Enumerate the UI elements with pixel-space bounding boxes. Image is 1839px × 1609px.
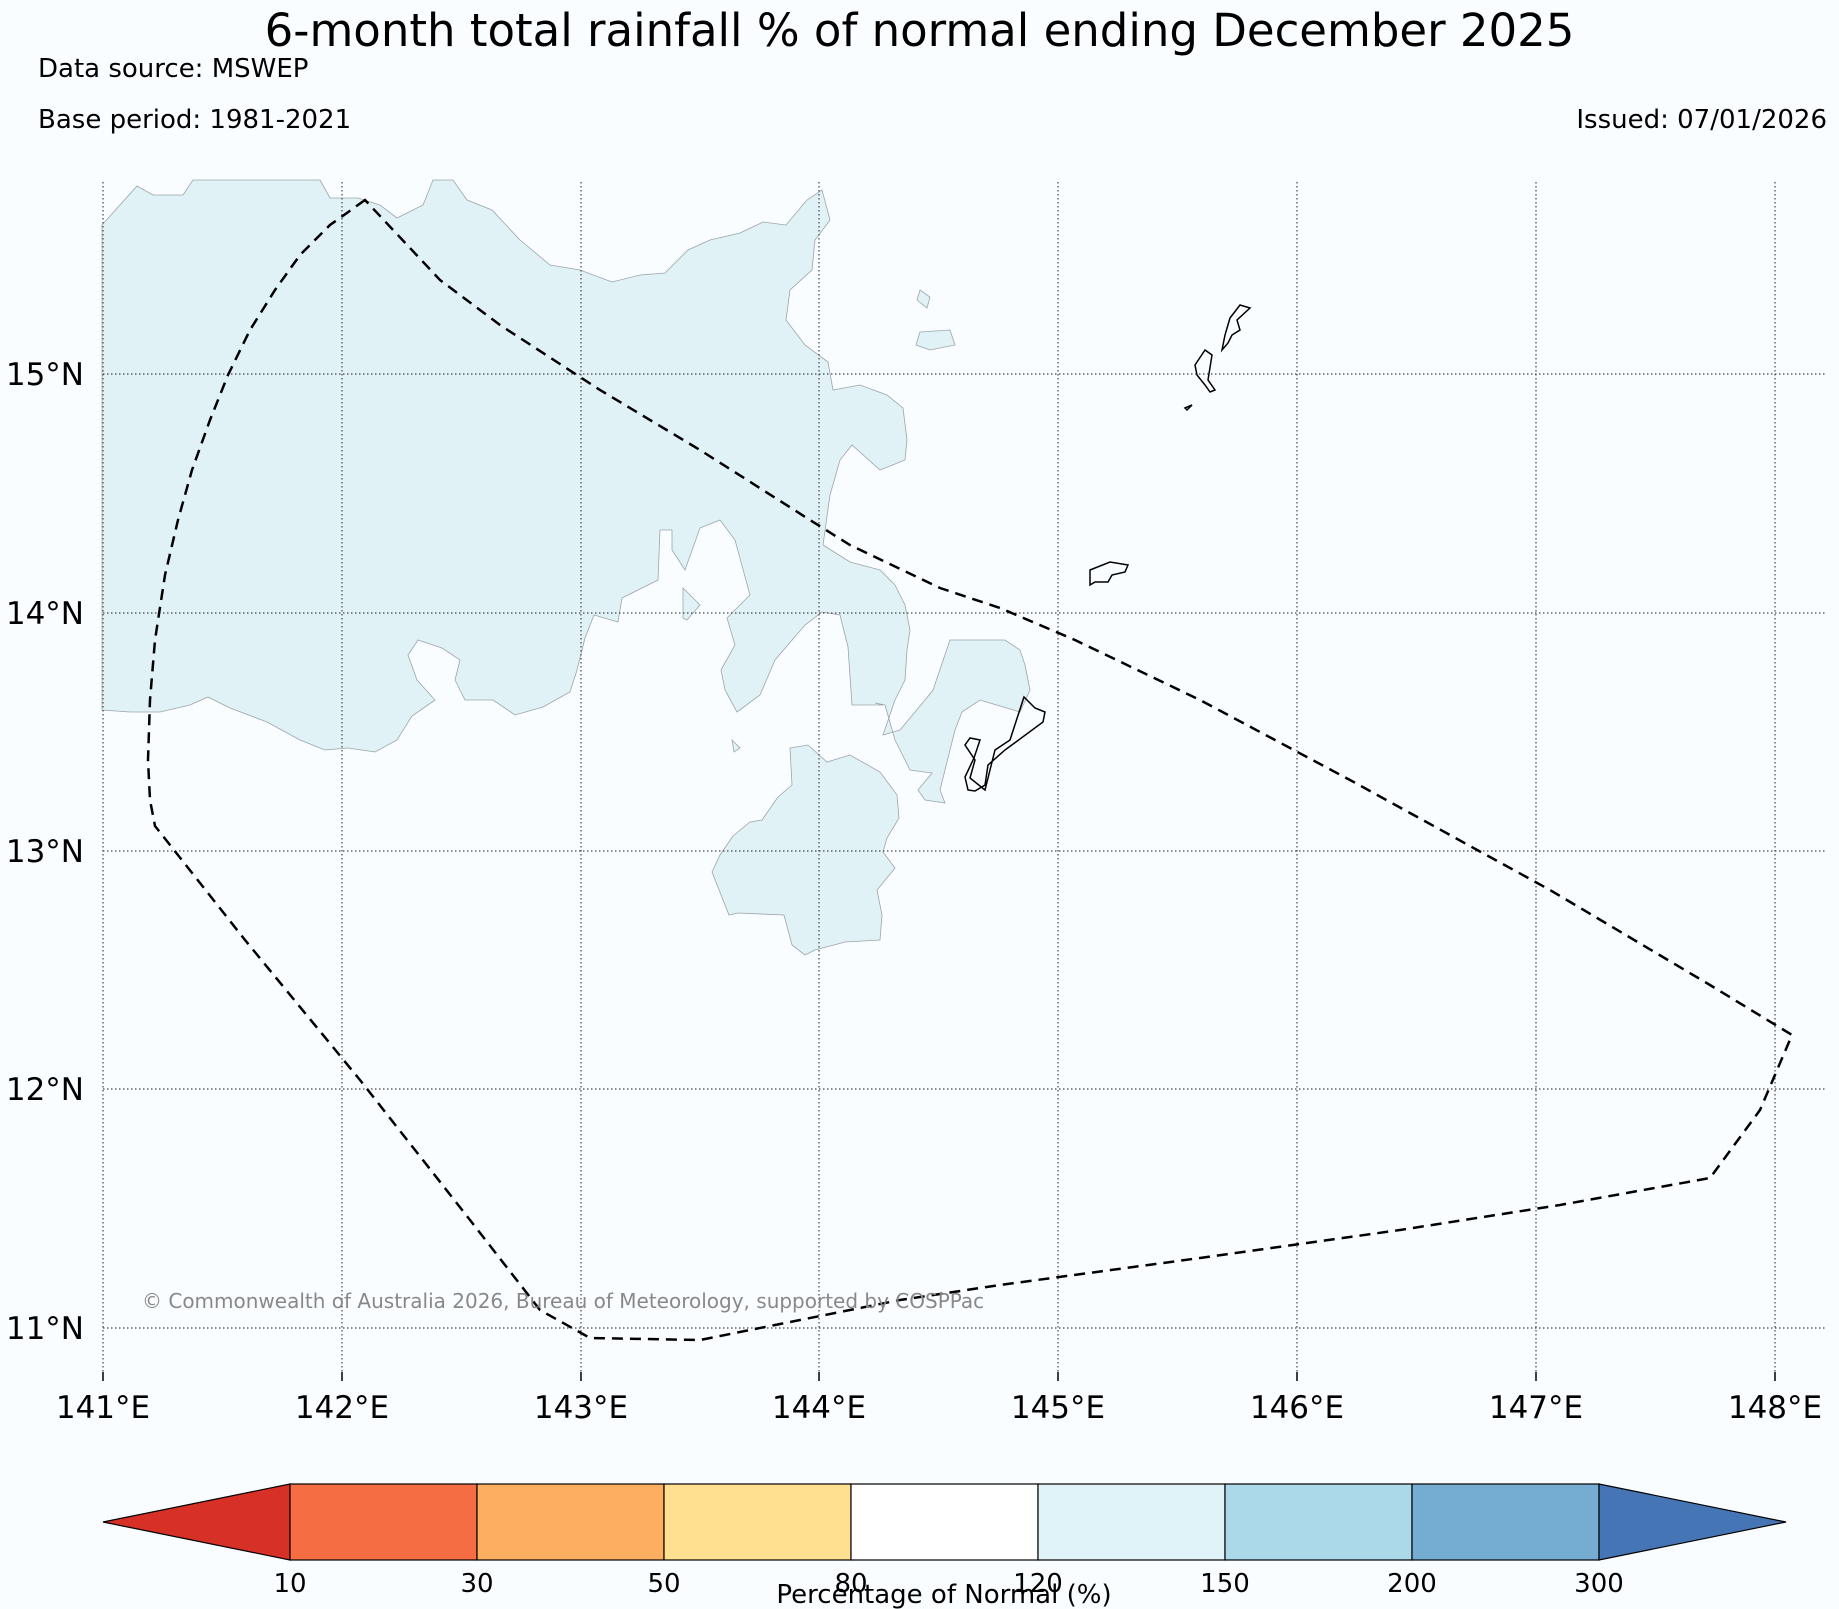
map-title: 6-month total rainfall % of normal endin…	[264, 4, 1575, 57]
main-island	[101, 179, 1031, 804]
islet-1	[682, 587, 701, 621]
lat-labels: 15°N 14°N 13°N 12°N 11°N	[6, 357, 84, 1347]
lat-label: 11°N	[6, 1311, 84, 1347]
lon-label: 145°E	[1011, 1390, 1105, 1426]
colorbar-extend-high	[1598, 1483, 1787, 1561]
south-island	[711, 744, 900, 956]
lon-label: 141°E	[56, 1390, 150, 1426]
eez-boundary	[146, 198, 1794, 1342]
islands-outline	[964, 304, 1252, 792]
colorbar-tick-label: 10	[273, 1569, 306, 1599]
island-aguijan	[1183, 404, 1193, 412]
colorbar-tick-label: 30	[460, 1569, 493, 1599]
colorbar-tick-label: 150	[1200, 1569, 1250, 1599]
colorbar-tick-label: 300	[1574, 1569, 1624, 1599]
colorbar-bin-10-30	[289, 1483, 478, 1561]
lon-label: 148°E	[1728, 1390, 1822, 1426]
lat-label: 15°N	[6, 357, 84, 393]
colorbar-bin-150-200	[1224, 1483, 1413, 1561]
colorbar-bin-120-150	[1037, 1483, 1226, 1561]
island-saipan	[1220, 304, 1252, 353]
lon-label: 142°E	[295, 1390, 389, 1426]
lat-label: 14°N	[6, 596, 84, 632]
colorbar-ticks: 10 30 50 80 120 150 200 300	[273, 1569, 1623, 1599]
colorbar-tick-label: 120	[1013, 1569, 1063, 1599]
colorbar-bin-200-300	[1411, 1483, 1600, 1561]
colorbar-tick-label: 200	[1387, 1569, 1437, 1599]
island-guam	[964, 695, 1046, 792]
colorbar-tick-label: 50	[647, 1569, 680, 1599]
colorbar-bin-50-80	[663, 1483, 852, 1561]
graticule	[102, 182, 1825, 1372]
colorbar-extend-low	[102, 1483, 291, 1561]
islet-3	[916, 289, 931, 309]
islet-4	[915, 329, 956, 351]
colorbar-bin-80-120	[850, 1483, 1039, 1561]
colorbar	[102, 1483, 1787, 1561]
land-120-150	[101, 179, 1031, 956]
lat-label: 13°N	[6, 834, 84, 870]
lon-label: 146°E	[1250, 1390, 1344, 1426]
colorbar-title: Percentage of Normal (%)	[776, 1580, 1111, 1609]
lon-label: 143°E	[534, 1390, 628, 1426]
lon-labels: 141°E 142°E 143°E 144°E 145°E 146°E 147°…	[56, 1390, 1822, 1426]
lon-label: 144°E	[772, 1390, 866, 1426]
lon-label: 147°E	[1489, 1390, 1583, 1426]
issued-date: Issued: 07/01/2026	[1576, 105, 1827, 135]
island-rota	[1089, 561, 1130, 587]
islet-2	[731, 738, 741, 753]
colorbar-bin-30-50	[476, 1483, 665, 1561]
data-source: Data source: MSWEP	[38, 54, 309, 84]
base-period: Base period: 1981-2021	[38, 105, 352, 135]
lat-label: 12°N	[6, 1072, 84, 1108]
colorbar-tick-label: 80	[834, 1569, 867, 1599]
credit-text: © Commonwealth of Australia 2026, Bureau…	[142, 1289, 984, 1313]
island-tinian	[1194, 348, 1217, 393]
axis-ticks	[102, 1372, 1776, 1381]
